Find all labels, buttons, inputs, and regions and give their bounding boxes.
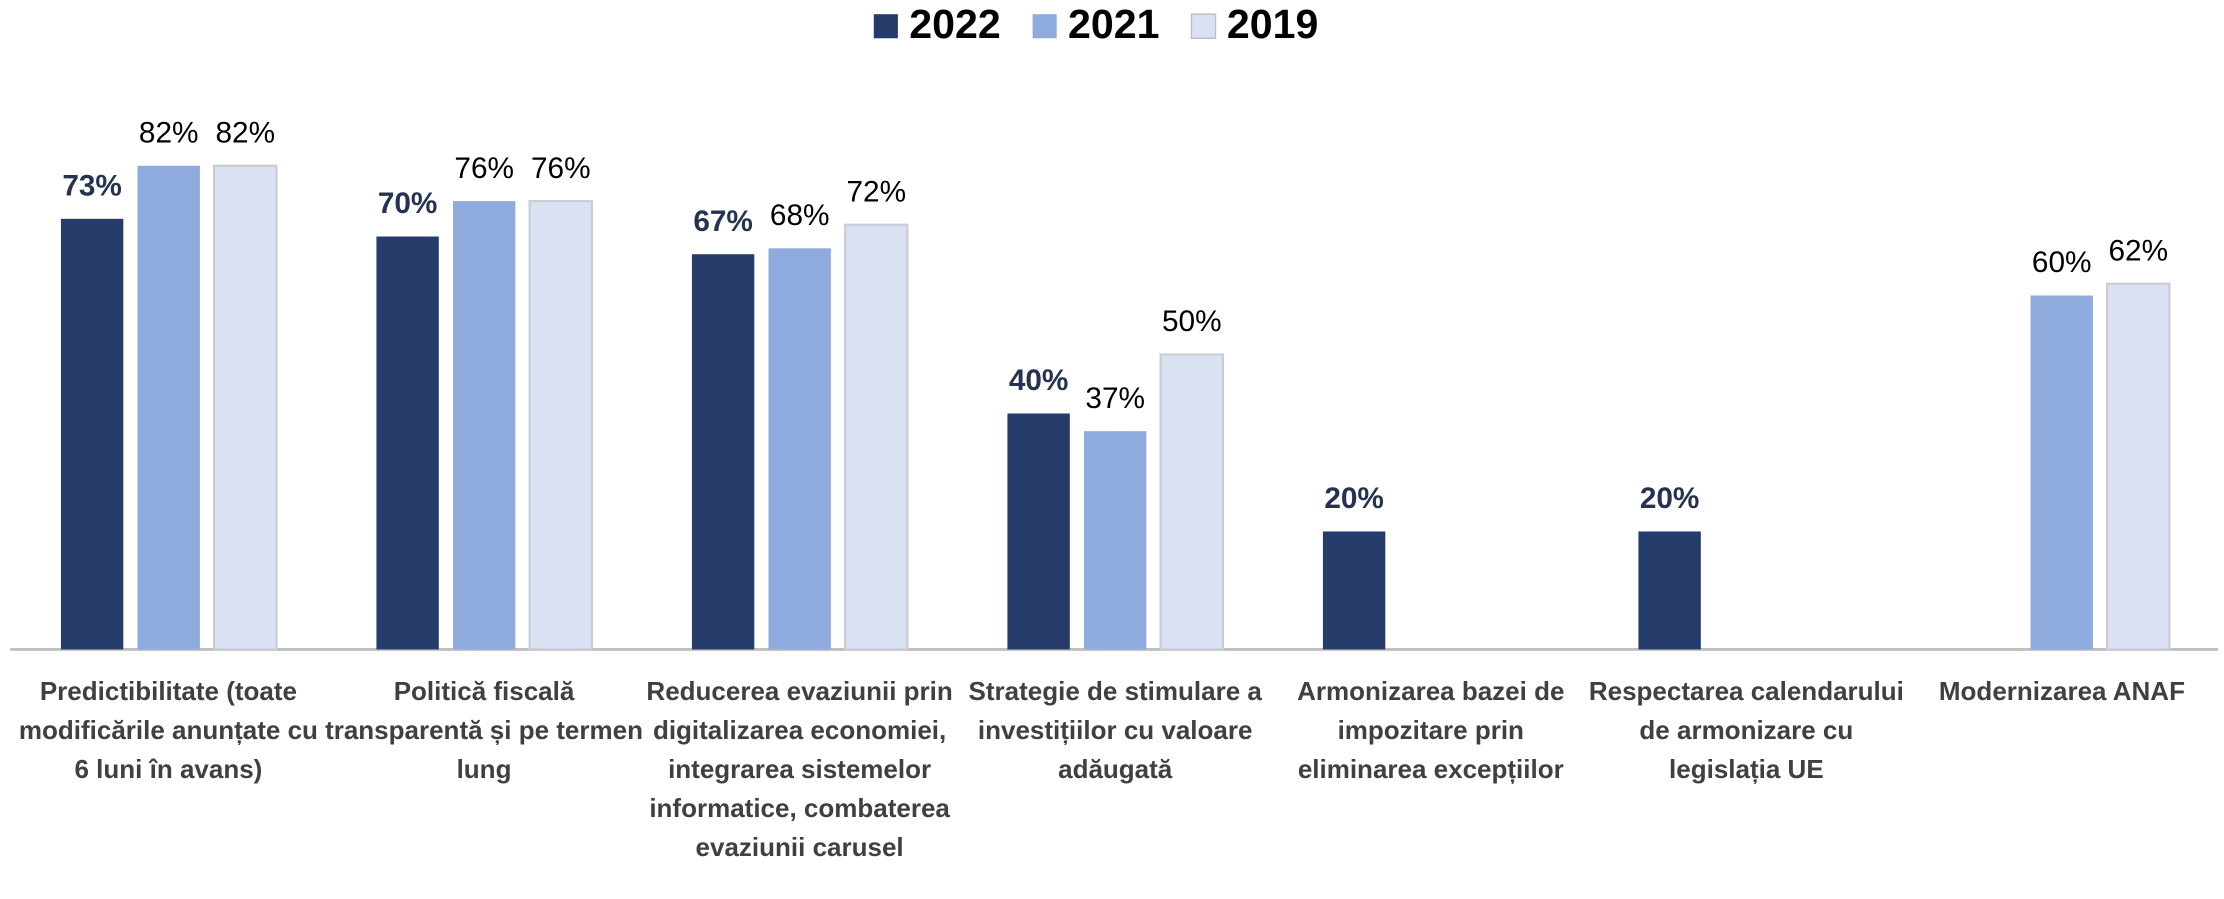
value-label: 60% <box>2032 246 2092 279</box>
bar <box>376 236 439 650</box>
value-label: 82% <box>139 116 199 149</box>
legend-swatch <box>1032 14 1057 39</box>
x-tick-label: Predictibilitate (toate modificările anu… <box>18 676 318 785</box>
value-label: 73% <box>62 169 122 202</box>
bar <box>1007 413 1070 650</box>
bar <box>137 165 200 650</box>
x-tick-label: Respectarea calendarului de armonizare c… <box>1588 676 1904 785</box>
legend-label: 2021 <box>1068 1 1159 47</box>
bar <box>528 200 594 651</box>
bar <box>691 254 755 650</box>
value-label: 68% <box>770 199 830 232</box>
bar <box>1159 353 1225 651</box>
x-tick-label: Modernizarea ANAF <box>1938 676 2185 707</box>
x-tick-label: Armonizarea bazei de impozitare prin eli… <box>1297 676 1565 785</box>
x-tick-label: Reducerea evaziunii prin digitalizarea e… <box>646 676 953 863</box>
bar <box>213 164 278 651</box>
bar <box>768 248 831 650</box>
legend-swatch <box>1190 13 1217 39</box>
legend-swatch <box>873 14 898 39</box>
bar <box>1322 531 1386 650</box>
value-label: 82% <box>215 116 275 149</box>
bar <box>2106 282 2171 651</box>
bar <box>1083 431 1147 650</box>
legend-label: 2022 <box>909 1 1000 47</box>
bar <box>2030 295 2093 650</box>
x-tick-label: Strategie de stimulare a investițiilor c… <box>968 676 1262 785</box>
value-label: 67% <box>693 205 753 238</box>
value-label: 70% <box>378 187 438 220</box>
bar <box>844 223 909 651</box>
value-label: 37% <box>1085 382 1145 415</box>
x-tick-label: Politică fiscală transparentă și pe term… <box>325 676 643 785</box>
value-label: 76% <box>454 152 514 185</box>
bar <box>1638 531 1701 650</box>
value-label: 50% <box>1162 305 1222 338</box>
value-label: 40% <box>1009 364 1069 397</box>
value-label: 72% <box>846 175 906 208</box>
value-label: 20% <box>1324 482 1384 515</box>
value-label: 76% <box>531 152 591 185</box>
bar <box>452 201 516 650</box>
value-label: 20% <box>1640 482 1700 515</box>
value-label: 62% <box>2108 234 2168 267</box>
legend-label: 2019 <box>1227 1 1318 47</box>
bar <box>60 218 124 650</box>
